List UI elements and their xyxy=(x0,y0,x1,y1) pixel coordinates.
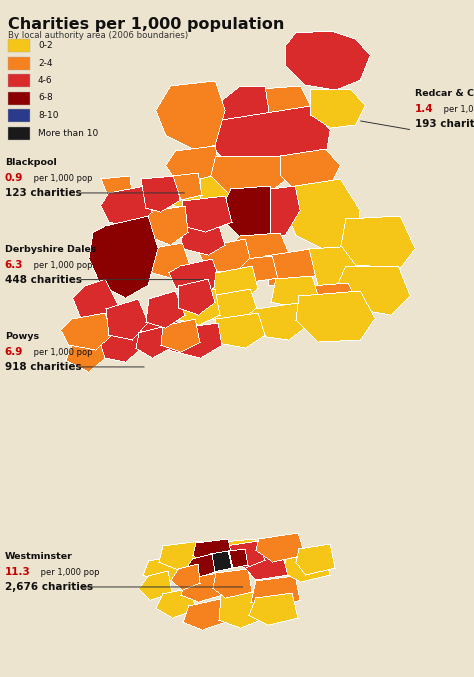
Text: 6.9: 6.9 xyxy=(5,347,23,357)
Text: Derbyshire Dales: Derbyshire Dales xyxy=(5,244,96,254)
Bar xyxy=(8,91,30,104)
Text: More than 10: More than 10 xyxy=(38,129,98,137)
Bar xyxy=(8,109,30,122)
Text: 0.9: 0.9 xyxy=(5,173,23,183)
Text: per 1,000 pop: per 1,000 pop xyxy=(441,105,474,114)
Text: 0-2: 0-2 xyxy=(38,41,53,50)
Text: Powys: Powys xyxy=(5,332,39,341)
Text: By local authority area (2006 boundaries): By local authority area (2006 boundaries… xyxy=(8,31,188,40)
Bar xyxy=(8,74,30,87)
Text: per 1,000 pop: per 1,000 pop xyxy=(31,348,92,357)
Text: per 1,000 pop: per 1,000 pop xyxy=(38,568,100,577)
Text: 448 charities: 448 charities xyxy=(5,275,82,284)
Text: 6.3: 6.3 xyxy=(5,259,23,269)
Text: per 1,000 pop: per 1,000 pop xyxy=(31,174,92,183)
Text: 918 charities: 918 charities xyxy=(5,362,82,372)
Text: 4-6: 4-6 xyxy=(38,76,53,85)
Text: 2,676 charities: 2,676 charities xyxy=(5,582,93,592)
Text: 1.4: 1.4 xyxy=(415,104,433,114)
Text: 11.3: 11.3 xyxy=(5,567,30,577)
Bar xyxy=(8,56,30,70)
Text: 2-4: 2-4 xyxy=(38,58,53,68)
Bar xyxy=(8,39,30,52)
Text: 193 charities: 193 charities xyxy=(415,119,474,129)
Text: Blackpool: Blackpool xyxy=(5,158,56,167)
Text: Westminster: Westminster xyxy=(5,552,73,561)
Text: Charities per 1,000 population: Charities per 1,000 population xyxy=(8,17,284,32)
Text: 6-8: 6-8 xyxy=(38,93,53,102)
Bar xyxy=(8,127,30,139)
Text: per 1,000 pop: per 1,000 pop xyxy=(31,261,92,269)
Text: Redcar & Cleveland: Redcar & Cleveland xyxy=(415,89,474,98)
Text: 123 charities: 123 charities xyxy=(5,188,82,198)
Text: 8-10: 8-10 xyxy=(38,111,58,120)
